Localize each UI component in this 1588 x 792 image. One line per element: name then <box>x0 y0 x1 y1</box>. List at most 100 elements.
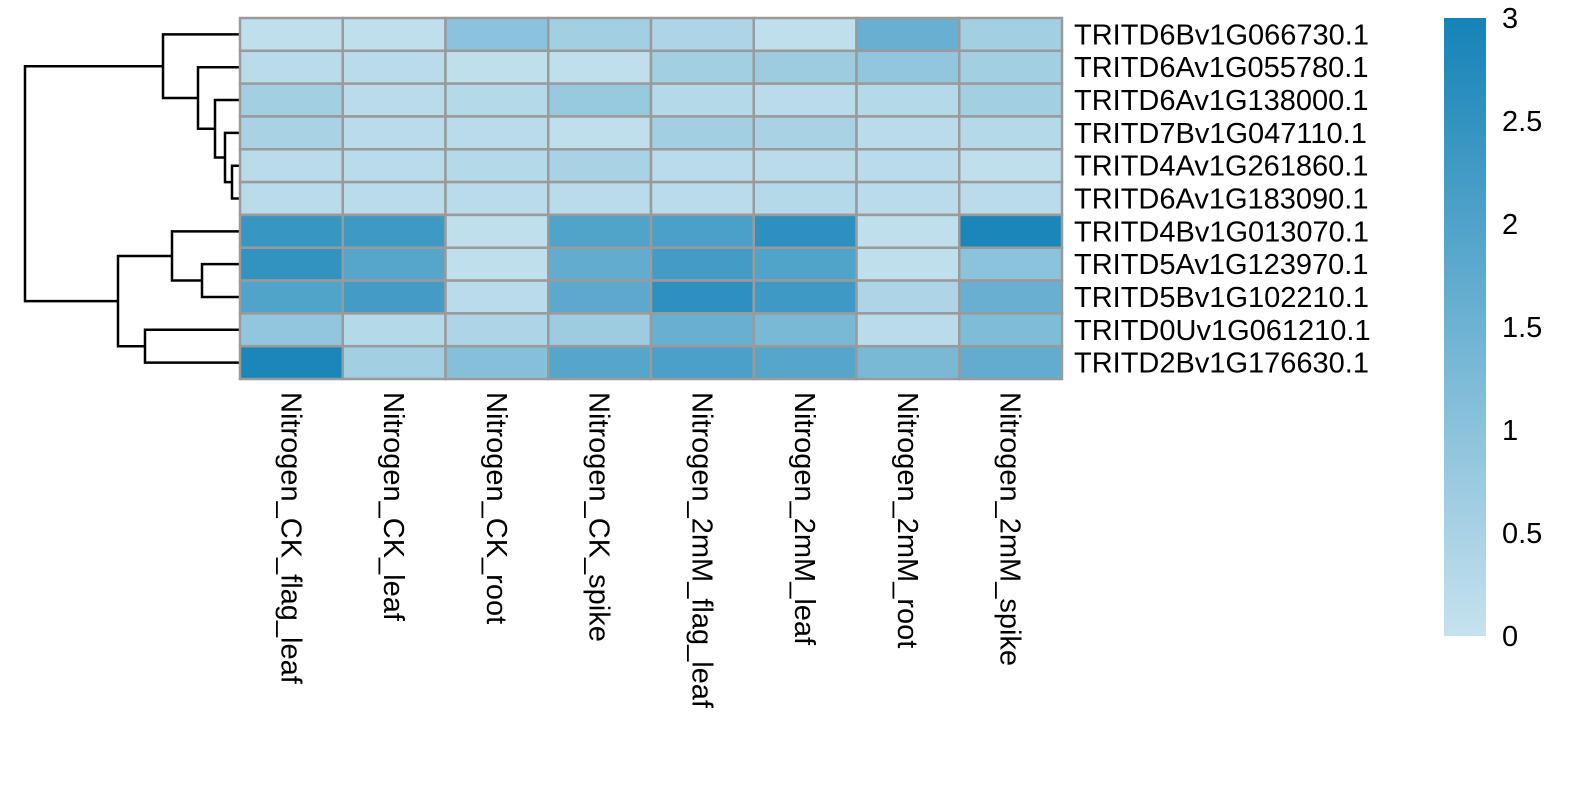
heatmap-cell <box>857 248 960 281</box>
column-label: Nitrogen_2mM_root <box>891 392 923 648</box>
heatmap-cell <box>446 182 549 215</box>
column-label: Nitrogen_2mM_spike <box>994 392 1026 666</box>
heatmap-cell <box>857 84 960 117</box>
heatmap-cell <box>343 149 446 182</box>
color-legend-tick-label: 2.5 <box>1502 106 1542 138</box>
column-label: Nitrogen_CK_spike <box>583 392 615 642</box>
heatmap-cell <box>959 51 1062 84</box>
heatmap-cell <box>343 18 446 51</box>
row-label: TRITD6Bv1G066730.1 <box>1074 19 1369 51</box>
dendrogram-branch <box>202 264 240 297</box>
heatmap-cell <box>240 346 343 379</box>
row-label: TRITD4Bv1G013070.1 <box>1074 216 1369 248</box>
heatmap-cells <box>240 18 1062 379</box>
column-label: Nitrogen_CK_leaf <box>377 392 409 622</box>
column-label: Nitrogen_CK_root <box>480 392 512 624</box>
heatmap-cell <box>754 182 857 215</box>
heatmap-cell <box>240 51 343 84</box>
heatmap-cell <box>857 313 960 346</box>
heatmap-cell <box>754 215 857 248</box>
heatmap-cell <box>240 116 343 149</box>
row-dendrogram <box>25 34 240 362</box>
row-label: TRITD2Bv1G176630.1 <box>1074 348 1369 380</box>
heatmap-cell <box>548 51 651 84</box>
heatmap-cell <box>446 51 549 84</box>
heatmap-cell <box>651 84 754 117</box>
heatmap-cell <box>857 116 960 149</box>
heatmap-cell <box>959 313 1062 346</box>
heatmap-cell <box>343 215 446 248</box>
row-label: TRITD0Uv1G061210.1 <box>1074 315 1371 347</box>
heatmap-cell <box>446 313 549 346</box>
dendrogram-branch <box>145 330 240 363</box>
dendrogram-branch <box>172 231 240 280</box>
heatmap-cell <box>754 51 857 84</box>
row-labels: TRITD6Bv1G066730.1TRITD6Av1G055780.1TRIT… <box>1074 19 1371 379</box>
heatmap-cell <box>959 215 1062 248</box>
heatmap-cell <box>548 84 651 117</box>
dendrogram-branch <box>198 67 240 129</box>
column-label: Nitrogen_2mM_leaf <box>788 392 820 646</box>
color-legend-bar <box>1444 18 1486 636</box>
heatmap-cell <box>857 215 960 248</box>
heatmap-cell <box>240 149 343 182</box>
heatmap-cell <box>548 248 651 281</box>
heatmap-cell <box>446 116 549 149</box>
row-label: TRITD6Av1G183090.1 <box>1074 184 1368 216</box>
heatmap-cell <box>754 346 857 379</box>
dendrogram-branch <box>25 66 163 301</box>
heatmap-cell <box>446 84 549 117</box>
heatmap-cell <box>857 346 960 379</box>
heatmap-cell <box>548 116 651 149</box>
row-label: TRITD6Av1G138000.1 <box>1074 85 1368 117</box>
heatmap-cell <box>343 313 446 346</box>
heatmap-cell <box>446 346 549 379</box>
heatmap-cell <box>754 281 857 314</box>
heatmap-cell <box>240 215 343 248</box>
heatmap-cell <box>343 116 446 149</box>
row-label: TRITD7Bv1G047110.1 <box>1074 118 1367 150</box>
heatmap-cell <box>754 313 857 346</box>
heatmap-cell <box>754 18 857 51</box>
column-labels: Nitrogen_CK_flag_leaf Nitrogen_CK_leaf Nit… <box>274 392 1025 709</box>
color-legend-tick-label: 0.5 <box>1502 518 1542 550</box>
heatmap-cell <box>959 116 1062 149</box>
heatmap-cell <box>548 215 651 248</box>
heatmap-cell <box>651 281 754 314</box>
heatmap-cell <box>240 313 343 346</box>
heatmap-cell <box>446 149 549 182</box>
heatmap-cell <box>959 149 1062 182</box>
heatmap-cell <box>446 215 549 248</box>
heatmap-cell <box>240 84 343 117</box>
heatmap-cell <box>651 18 754 51</box>
heatmap-cell <box>959 18 1062 51</box>
heatmap-cell <box>651 346 754 379</box>
heatmap-cell <box>343 182 446 215</box>
heatmap-cell <box>857 18 960 51</box>
heatmap-cell <box>651 116 754 149</box>
heatmap-cell <box>959 281 1062 314</box>
heatmap-cell <box>343 84 446 117</box>
heatmap-cell <box>857 149 960 182</box>
heatmap-cell <box>548 313 651 346</box>
heatmap-cell <box>240 281 343 314</box>
row-label: TRITD5Av1G123970.1 <box>1074 249 1368 281</box>
heatmap-cell <box>959 248 1062 281</box>
heatmap-cell <box>343 281 446 314</box>
heatmap-cell <box>754 248 857 281</box>
dendrogram-branch <box>215 100 240 157</box>
heatmap-cell <box>651 182 754 215</box>
heatmap-cell <box>857 182 960 215</box>
heatmap-cell <box>959 346 1062 379</box>
row-label: TRITD6Av1G055780.1 <box>1074 52 1368 84</box>
color-legend-tick-label: 1 <box>1502 415 1518 447</box>
heatmap-cell <box>446 281 549 314</box>
row-label: TRITD4Av1G261860.1 <box>1074 151 1368 183</box>
heatmap-cell <box>857 51 960 84</box>
heatmap-cell <box>240 248 343 281</box>
heatmap-cell <box>240 18 343 51</box>
color-legend-tick-label: 3 <box>1502 3 1518 35</box>
color-legend: 3 2.5 2 1.5 1 0.5 0 <box>1444 3 1542 653</box>
heatmap-cell <box>548 149 651 182</box>
